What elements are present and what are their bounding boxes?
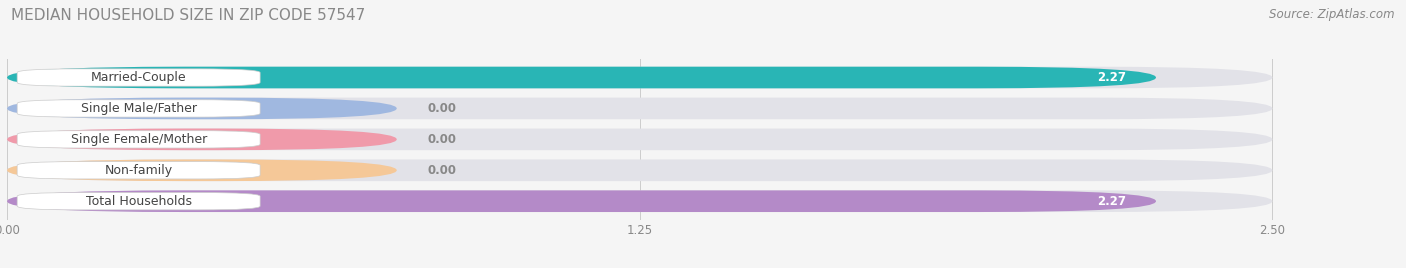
FancyBboxPatch shape — [7, 190, 1156, 212]
FancyBboxPatch shape — [7, 67, 1272, 88]
Text: Source: ZipAtlas.com: Source: ZipAtlas.com — [1270, 8, 1395, 21]
Text: MEDIAN HOUSEHOLD SIZE IN ZIP CODE 57547: MEDIAN HOUSEHOLD SIZE IN ZIP CODE 57547 — [11, 8, 366, 23]
FancyBboxPatch shape — [7, 98, 1272, 119]
FancyBboxPatch shape — [17, 131, 260, 148]
Text: Single Female/Mother: Single Female/Mother — [70, 133, 207, 146]
Text: Married-Couple: Married-Couple — [91, 71, 187, 84]
FancyBboxPatch shape — [7, 129, 1272, 150]
Text: Total Households: Total Households — [86, 195, 191, 208]
FancyBboxPatch shape — [17, 69, 260, 86]
Text: 0.00: 0.00 — [427, 164, 456, 177]
FancyBboxPatch shape — [17, 192, 260, 210]
Text: 2.27: 2.27 — [1097, 195, 1126, 208]
Text: Single Male/Father: Single Male/Father — [80, 102, 197, 115]
FancyBboxPatch shape — [7, 159, 396, 181]
Text: 2.27: 2.27 — [1097, 71, 1126, 84]
Text: 0.00: 0.00 — [427, 102, 456, 115]
Text: Non-family: Non-family — [104, 164, 173, 177]
FancyBboxPatch shape — [7, 67, 1156, 88]
FancyBboxPatch shape — [7, 190, 1272, 212]
Text: 0.00: 0.00 — [427, 133, 456, 146]
FancyBboxPatch shape — [17, 162, 260, 179]
FancyBboxPatch shape — [7, 98, 396, 119]
FancyBboxPatch shape — [17, 100, 260, 117]
FancyBboxPatch shape — [7, 159, 1272, 181]
FancyBboxPatch shape — [7, 129, 396, 150]
